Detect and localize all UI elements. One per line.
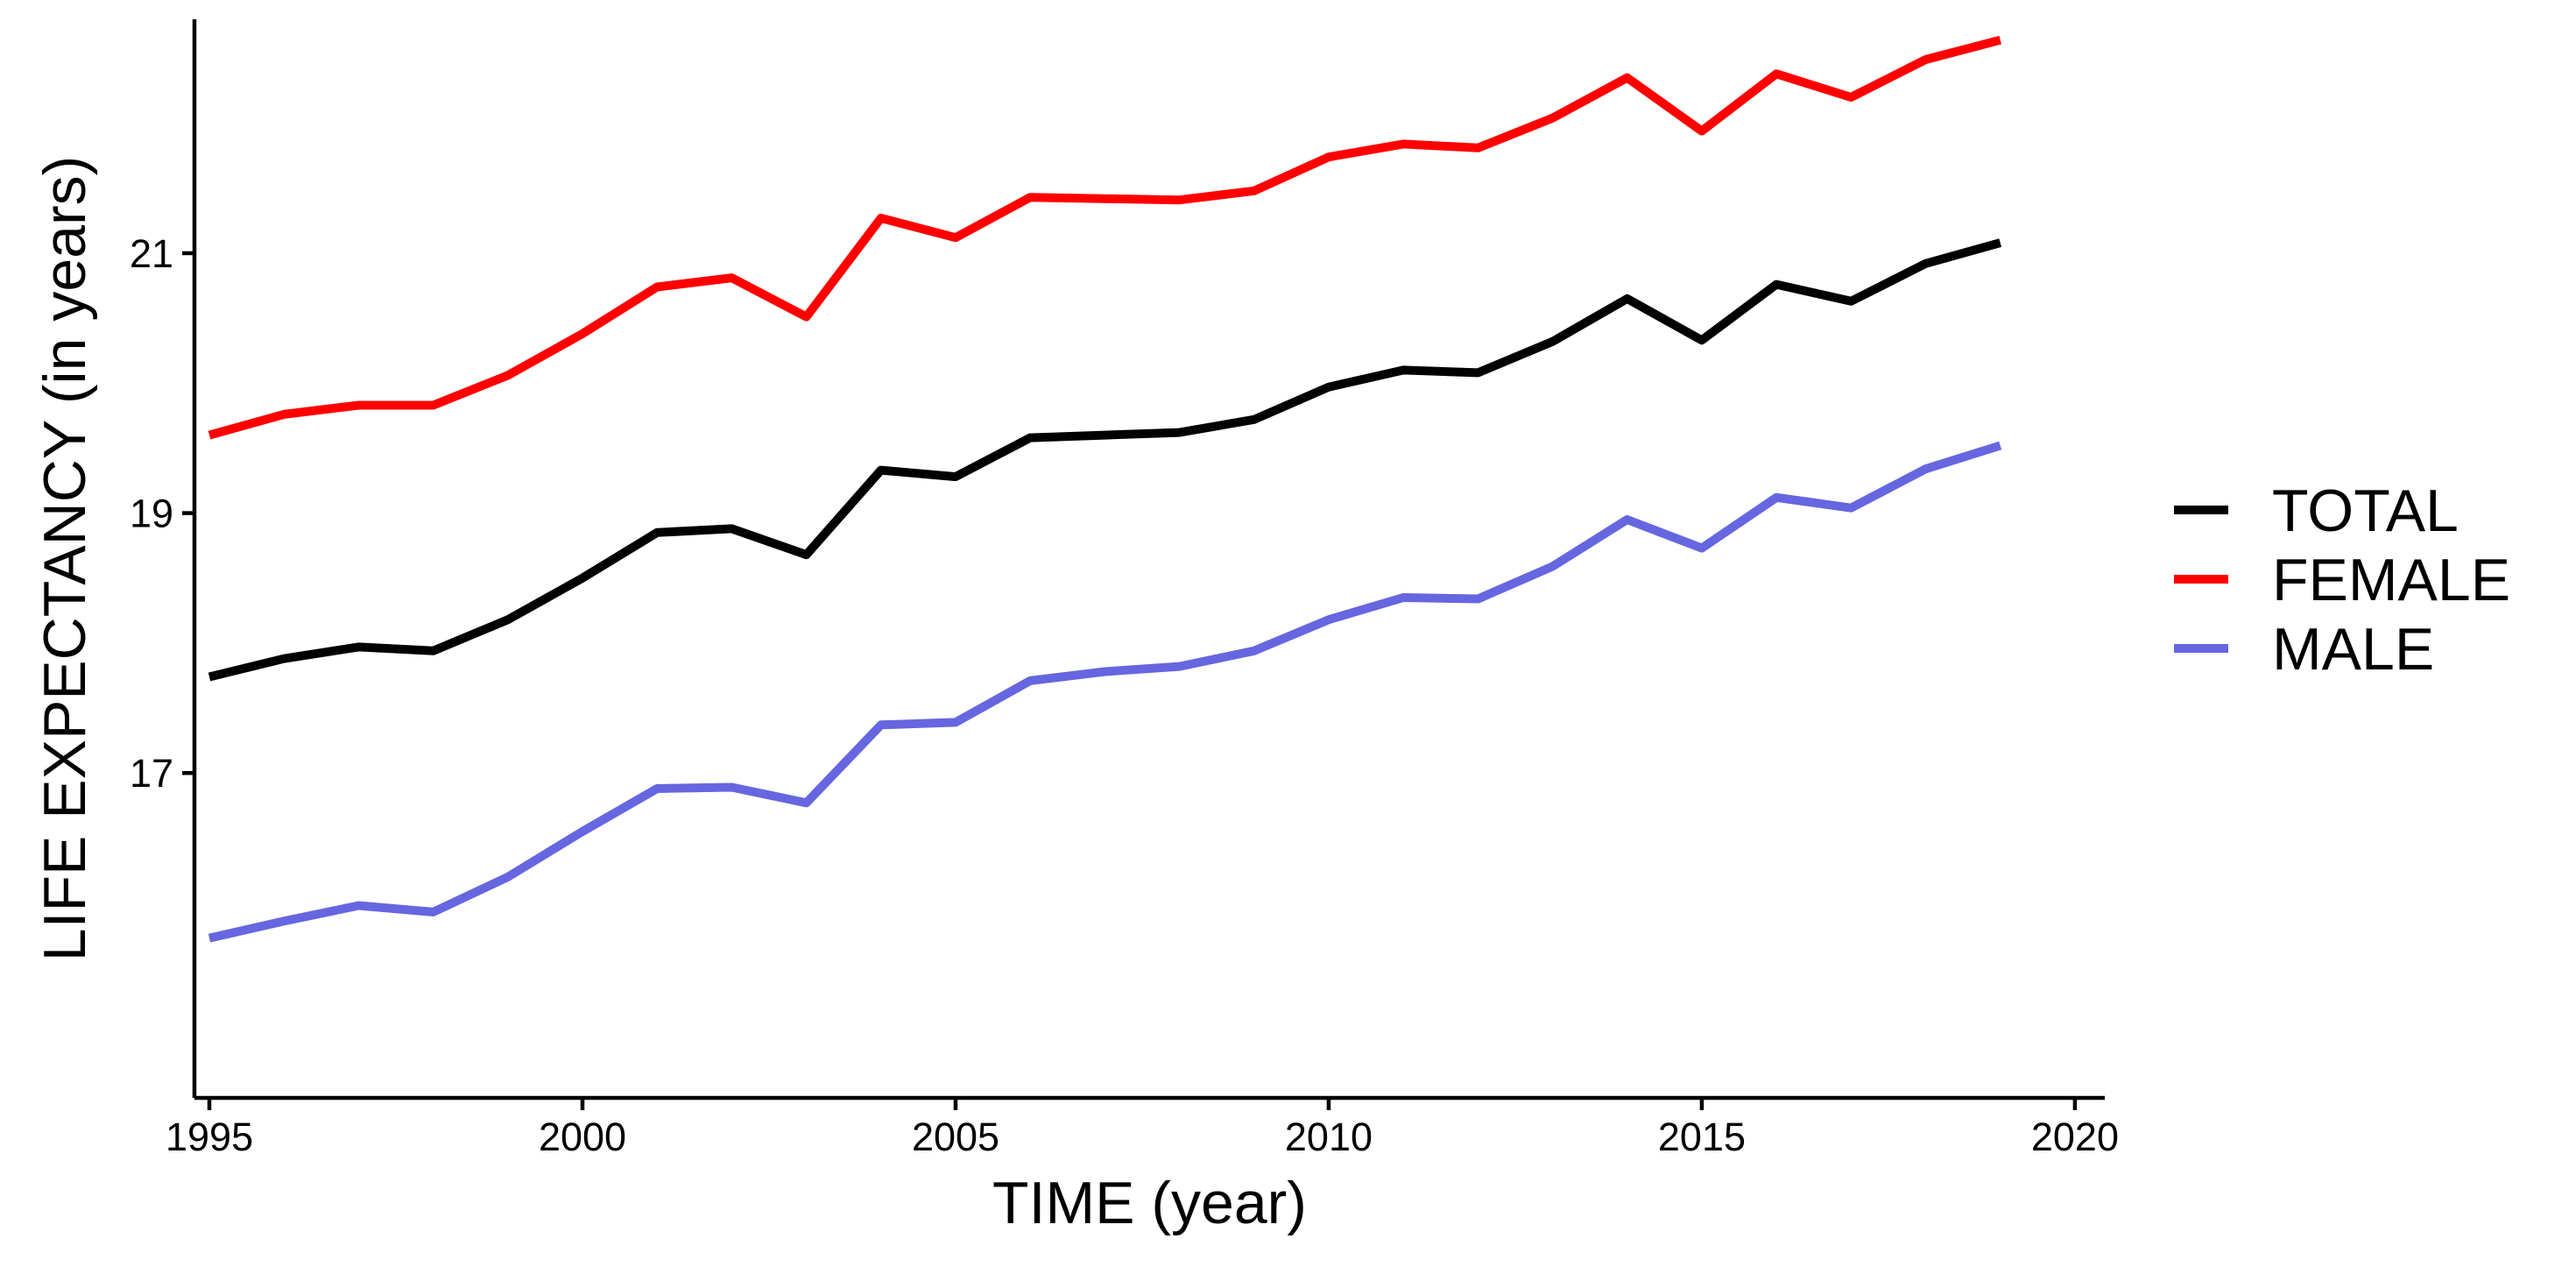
y-axis-title: LIFE EXPECTANCY (in years): [32, 156, 98, 962]
x-tick-label: 2010: [1285, 1115, 1373, 1159]
legend-label-female: FEMALE: [2272, 547, 2510, 613]
x-tick-label: 2015: [1658, 1115, 1746, 1159]
x-axis-title: TIME (year): [992, 1170, 1307, 1236]
y-tick-label: 17: [130, 751, 173, 796]
y-tick-label: 19: [130, 492, 173, 536]
x-tick-label: 2005: [912, 1115, 999, 1159]
x-tick-label: 2020: [2031, 1115, 2119, 1159]
x-axis-ticks: 1995 2000 2005 2010 2015 2020: [166, 1098, 2119, 1159]
legend-label-total: TOTAL: [2272, 478, 2459, 544]
y-tick-label: 21: [130, 231, 173, 276]
series-line-female: [208, 35, 2001, 440]
x-tick-label: 1995: [166, 1115, 253, 1159]
y-axis-ticks: 17 19 21: [130, 231, 194, 796]
series-line-male: [208, 441, 2002, 943]
x-tick-label: 2000: [539, 1115, 626, 1159]
legend-label-male: MALE: [2272, 616, 2434, 683]
series-lines: [208, 35, 2002, 943]
axes: [192, 19, 2105, 1101]
series-line-total: [208, 238, 2002, 682]
